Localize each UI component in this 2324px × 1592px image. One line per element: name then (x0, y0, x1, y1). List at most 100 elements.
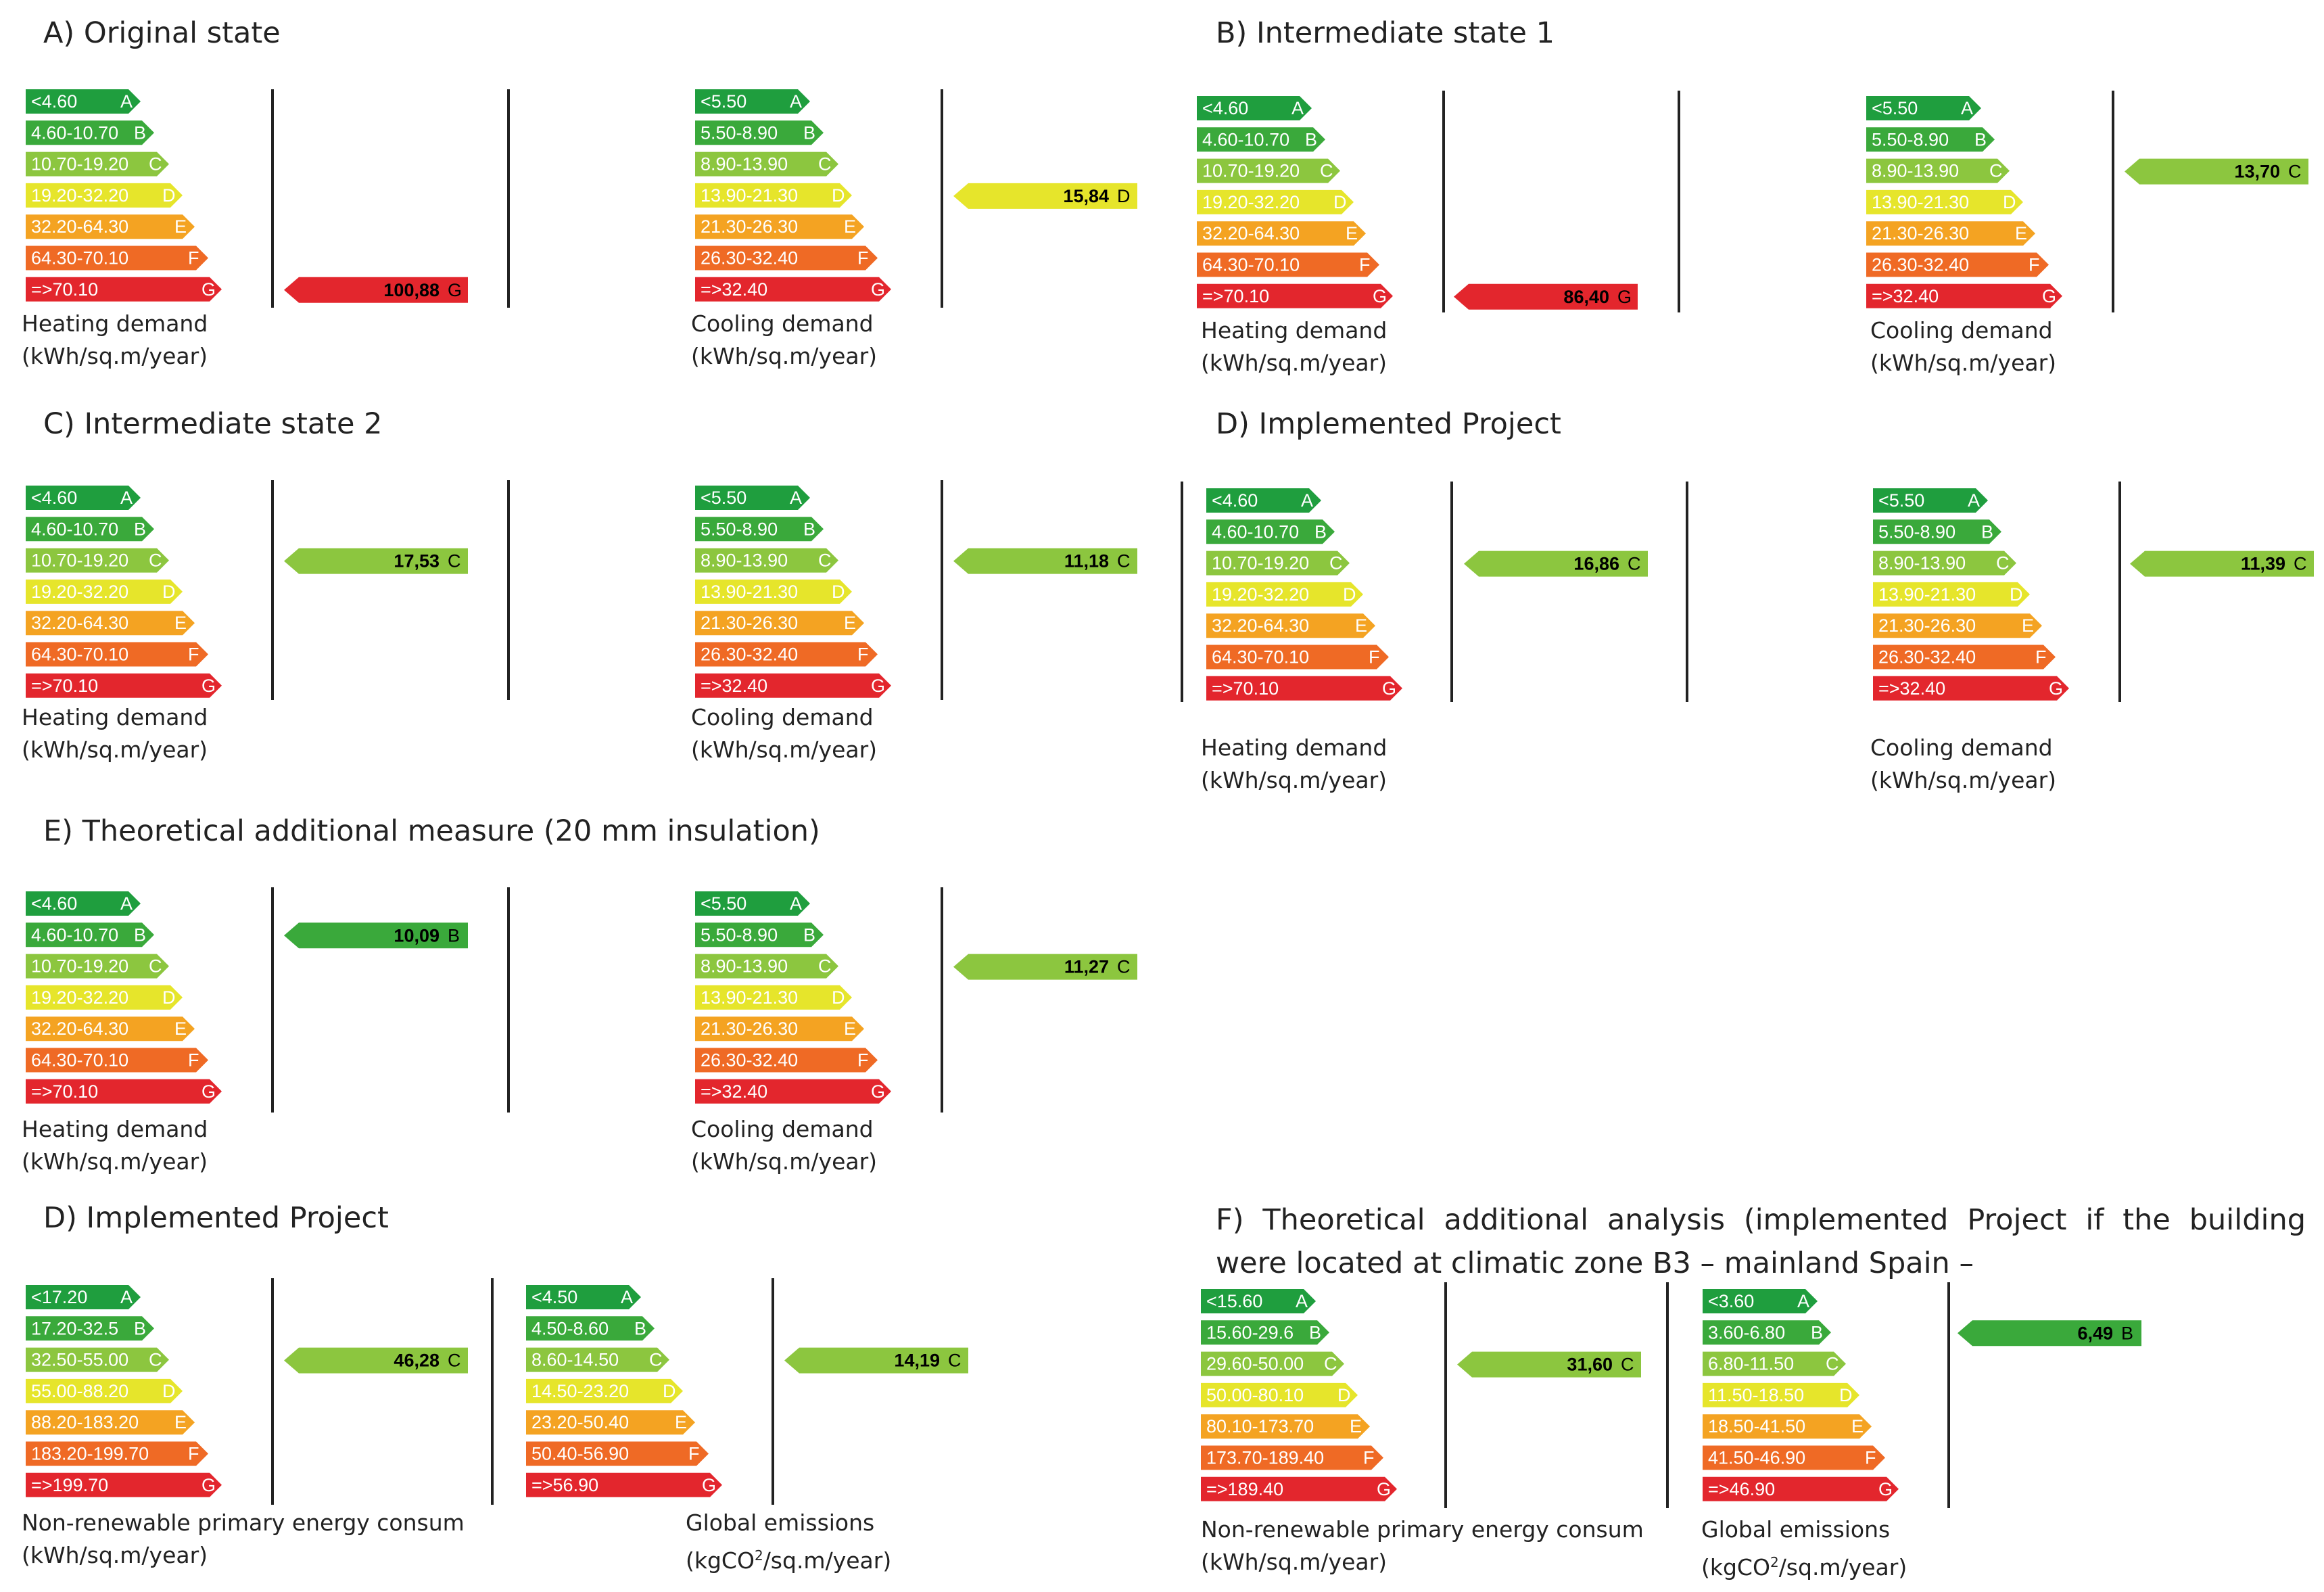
rating-band-e (1703, 1414, 1872, 1439)
pointer-rating: D (1117, 186, 1131, 206)
rating-band-b (26, 922, 154, 947)
energy-label: <4.60 A4.60-10.70 B 10.70-19.20 C 19.20-32.20… (26, 89, 510, 308)
band-letter: F (2029, 255, 2040, 275)
section-title-e: E) Theoretical additional measure (20 mm… (43, 814, 820, 848)
band-range-label: <5.50 (701, 91, 746, 112)
pointer-rating: C (1621, 1355, 1634, 1375)
band-range-label: 6.80-11.50 (1708, 1354, 1794, 1374)
band-range-label: 8.90-13.90 (1872, 161, 1959, 181)
rating-pointer (1454, 283, 1638, 310)
band-range-label: 23.20-50.40 (531, 1412, 629, 1432)
band-letter: F (1369, 647, 1380, 668)
band-letter: E (174, 613, 187, 633)
rating-band-b (695, 517, 824, 542)
band-letter: A (1296, 1291, 1308, 1311)
band-range-label: 32.20-64.30 (1202, 223, 1300, 243)
band-range-label: 13.90-21.30 (701, 987, 798, 1008)
rating-pointer (953, 548, 1137, 574)
pointer-value: 6,49 (2077, 1323, 2113, 1343)
band-letter: B (803, 519, 815, 539)
rating-band-e (26, 611, 195, 636)
rating-band-d (26, 1378, 183, 1403)
section-title-a: A) Original state (43, 16, 281, 50)
band-range-label: 32.20-64.30 (31, 1019, 128, 1039)
caption-line1: Non-renewable primary energy consum (22, 1509, 465, 1536)
rating-band-d (1201, 1382, 1358, 1407)
rating-band-a (1703, 1289, 1818, 1313)
band-letter: D (832, 987, 845, 1008)
band-range-label: 3.60-6.80 (1708, 1322, 1785, 1342)
rating-band-g (695, 277, 891, 302)
rating-band-d (695, 183, 852, 208)
pointer-rating: C (2288, 162, 2302, 182)
rating-pointer (284, 277, 468, 303)
band-range-label: 8.60-14.50 (531, 1350, 619, 1370)
rating-band-d (526, 1378, 683, 1403)
rating-band-a (695, 891, 810, 916)
pointer-value: 16,86 (1573, 554, 1619, 574)
caption-line1: Non-renewable primary energy consum (1201, 1516, 1644, 1543)
band-letter: B (803, 122, 815, 143)
pointer-value: 31,60 (1567, 1355, 1613, 1375)
band-range-label: 4.60-10.70 (31, 122, 118, 143)
rating-pointer (1958, 1320, 2141, 1347)
rating-band-c (526, 1347, 669, 1372)
band-letter: G (2042, 286, 2056, 306)
band-range-label: 183.20-199.70 (31, 1444, 149, 1464)
band-range-label: <4.60 (1202, 98, 1248, 118)
band-range-label: =>32.40 (1872, 286, 1939, 306)
pointer-rating: C (1628, 554, 1641, 574)
band-range-label: 4.60-10.70 (1202, 129, 1289, 149)
band-range-label: 64.30-70.10 (31, 1050, 128, 1071)
band-range-label: 19.20-32.20 (31, 987, 128, 1008)
band-range-label: 13.90-21.30 (701, 582, 798, 602)
band-letter: C (1320, 161, 1333, 181)
band-range-label: 5.50-8.90 (1878, 521, 1955, 542)
rating-band-b (26, 1316, 154, 1341)
rating-band-a (1206, 488, 1321, 513)
caption-line1: Heating demand (22, 310, 208, 337)
band-letter: B (634, 1318, 646, 1338)
band-letter: A (790, 488, 802, 508)
band-range-label: <4.60 (31, 893, 77, 914)
band-letter: B (1981, 521, 1993, 542)
caption-unit: (kWh/sq.m/year) (1201, 350, 1388, 376)
band-letter: A (120, 893, 133, 914)
band-range-label: =>32.40 (701, 279, 767, 300)
band-range-label: 19.20-32.20 (31, 185, 128, 206)
band-letter: G (871, 676, 885, 696)
band-letter: F (857, 248, 869, 268)
band-range-label: 5.50-8.90 (1872, 129, 1949, 149)
band-range-label: 19.20-32.20 (1212, 584, 1309, 605)
caption-line1: Heating demand (22, 704, 208, 730)
caption-line1: Cooling demand (691, 704, 874, 730)
band-letter: E (1346, 223, 1358, 243)
band-letter: D (1839, 1385, 1853, 1405)
caption-emissions-f: Global emissions (kgCO2/sq.m/year) (1701, 1514, 1907, 1584)
band-range-label: <5.50 (701, 893, 746, 914)
band-range-label: =>46.90 (1708, 1479, 1775, 1499)
rating-band-c (1866, 158, 2010, 183)
rating-band-d (26, 985, 183, 1010)
band-range-label: 21.30-26.30 (1872, 223, 1969, 243)
band-letter: D (2010, 584, 2023, 605)
band-letter: C (649, 1350, 663, 1370)
band-range-label: =>32.40 (1878, 678, 1945, 699)
band-range-label: 10.70-19.20 (1202, 161, 1300, 181)
band-range-label: 64.30-70.10 (31, 645, 128, 665)
rating-band-e (1201, 1414, 1370, 1439)
band-letter: F (1359, 255, 1371, 275)
caption-unit: (kWh/sq.m/year) (1201, 767, 1388, 793)
energy-label: <4.60 A4.60-10.70 B 10.70-19.20 C 19.20-32.20… (26, 887, 510, 1113)
caption-nrpe-d: Non-renewable primary energy consum (kWh/… (22, 1507, 465, 1572)
rating-band-b (1873, 519, 2001, 544)
pointer-value: 17,53 (394, 551, 440, 571)
rating-band-c (26, 151, 169, 177)
band-letter: E (1355, 615, 1367, 636)
rating-band-g (1873, 676, 2069, 701)
rating-band-e (695, 1016, 864, 1041)
energy-label: <4.60 A4.60-10.70 B 10.70-19.20 C 19.20-32.20… (26, 480, 510, 700)
band-range-label: 26.30-32.40 (1878, 647, 1976, 668)
caption-unit: (kWh/sq.m/year) (1870, 767, 2057, 793)
rating-band-a (1866, 96, 1981, 120)
